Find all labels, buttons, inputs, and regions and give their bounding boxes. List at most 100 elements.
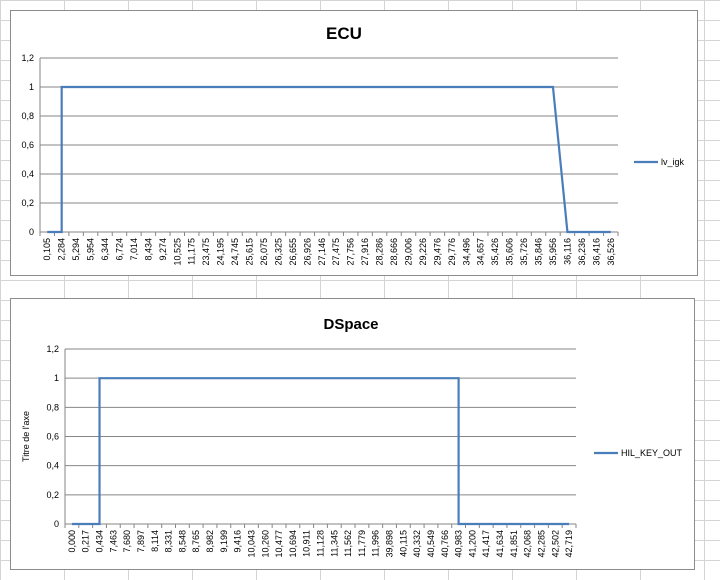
chart-title: DSpace: [323, 316, 378, 333]
x-tick-label: 34,657: [476, 238, 486, 266]
x-tick-label: 7,680: [122, 530, 132, 553]
x-tick-label: 6,724: [114, 238, 124, 261]
x-tick-label: 2,284: [57, 238, 67, 261]
x-tick-label: 42,285: [536, 530, 546, 558]
x-tick-label: 8,331: [164, 530, 174, 553]
x-tick-label: 11,175: [187, 238, 197, 265]
x-tick-label: 42,719: [564, 530, 574, 558]
x-tick-label: 8,765: [191, 530, 201, 553]
y-tick-label: 0,2: [46, 490, 59, 500]
x-tick-label: 9,274: [158, 238, 168, 261]
x-tick-label: 23,475: [201, 238, 211, 266]
x-tick-label: 0,105: [42, 238, 52, 261]
x-tick-label: 40,549: [426, 530, 436, 558]
x-tick-label: 36,236: [577, 238, 587, 266]
x-tick-label: 36,116: [562, 238, 572, 265]
x-tick-label: 42,068: [523, 530, 533, 558]
y-tick-label: 0: [29, 227, 34, 237]
y-tick-label: 0,4: [46, 461, 59, 471]
x-tick-label: 5,294: [71, 238, 81, 261]
y-tick-label: 0,8: [21, 111, 34, 121]
x-tick-label: 11,996: [371, 530, 381, 557]
x-tick-label: 0,000: [67, 530, 77, 553]
x-tick-label: 39,898: [385, 530, 395, 558]
x-tick-label: 10,260: [260, 530, 270, 558]
x-tick-label: 28,286: [375, 238, 385, 266]
x-tick-label: 8,982: [205, 530, 215, 553]
x-tick-label: 27,146: [317, 238, 327, 266]
x-tick-label: 35,606: [505, 238, 515, 266]
x-tick-label: 8,114: [150, 530, 160, 552]
x-tick-label: 40,983: [454, 530, 464, 558]
x-tick-label: 10,911: [302, 530, 312, 557]
y-tick-label: 1: [29, 82, 34, 92]
x-tick-label: 11,562: [343, 530, 353, 557]
x-tick-label: 7,463: [108, 530, 118, 553]
x-tick-label: 7,897: [136, 530, 146, 553]
x-tick-label: 35,426: [490, 238, 500, 266]
y-tick-label: 1,2: [46, 344, 59, 354]
x-tick-label: 40,332: [412, 530, 422, 558]
chart-title: ECU: [326, 24, 362, 43]
x-tick-label: 24,745: [230, 238, 240, 266]
x-tick-label: 10,694: [288, 530, 298, 558]
y-tick-label: 0,6: [46, 432, 59, 442]
x-tick-label: 35,956: [548, 238, 558, 266]
x-tick-label: 11,779: [357, 530, 367, 557]
series-line: [71, 377, 570, 526]
x-tick-label: 9,199: [219, 530, 229, 553]
x-tick-label: 26,926: [302, 238, 312, 266]
y-tick-label: 0: [54, 519, 59, 529]
x-tick-label: 11,345: [329, 530, 339, 557]
series-line: [47, 85, 611, 234]
x-tick-label: 27,756: [346, 238, 356, 266]
x-tick-label: 8,548: [177, 530, 187, 553]
x-tick-label: 29,226: [418, 238, 428, 266]
x-tick-label: 36,416: [591, 238, 601, 266]
x-tick-label: 27,916: [360, 238, 370, 266]
x-tick-label: 29,006: [403, 238, 413, 266]
x-tick-label: 8,434: [143, 238, 153, 261]
ecu-chart-svg: ECU 0 0,2 0,4 0,6 0,8 1 1,2 0,105 2,284 5,294 5,954…: [21, 24, 685, 266]
legend-label: lv_igk: [661, 157, 685, 167]
x-tick-label: 9,416: [233, 530, 243, 553]
x-tick-label: 0,434: [95, 530, 105, 553]
legend-label: HIL_KEY_OUT: [621, 448, 683, 458]
x-tick-label: 10,525: [172, 238, 182, 266]
x-tick-label: 10,043: [246, 530, 256, 558]
x-tick-label: 26,075: [259, 238, 269, 266]
x-tick-label: 0,217: [81, 530, 91, 553]
ecu-chart[interactable]: ECU 0 0,2 0,4 0,6 0,8 1 1,2 0,105 2,284 5,294 5,954…: [10, 10, 698, 276]
x-tick-label: 28,666: [389, 238, 399, 266]
x-tick-label: 5,954: [86, 238, 96, 261]
x-tick-label: 11,128: [316, 530, 326, 557]
x-tick-label: 10,477: [274, 530, 284, 558]
y-tick-label: 0,4: [21, 169, 34, 179]
x-tick-label: 41,417: [481, 530, 491, 558]
y-tick-label: 0,6: [21, 140, 34, 150]
x-tick-label: 29,776: [447, 238, 457, 266]
x-tick-label: 41,851: [509, 530, 519, 558]
x-tick-label: 7,014: [129, 238, 139, 261]
x-tick-label: 26,655: [288, 238, 298, 266]
x-tick-label: 36,526: [606, 238, 616, 266]
x-tick-label: 41,200: [467, 530, 477, 558]
x-tick-label: 41,634: [495, 530, 505, 558]
x-tick-label: 35,846: [534, 238, 544, 266]
x-tick-label: 29,476: [432, 238, 442, 266]
y-axis-title: Titre de l'axe: [21, 411, 31, 462]
y-tick-label: 1: [54, 373, 59, 383]
dspace-chart[interactable]: DSpace 0 0,2 0,4 0,6 0,8 1 1,2 0,000 0,217 0,434 7,…: [10, 298, 695, 570]
y-tick-label: 0,2: [21, 198, 34, 208]
y-tick-label: 1,2: [21, 53, 34, 63]
x-tick-label: 26,325: [273, 238, 283, 266]
x-tick-label: 40,766: [440, 530, 450, 558]
x-tick-label: 6,344: [100, 238, 110, 261]
y-tick-label: 0,8: [46, 402, 59, 412]
x-tick-label: 42,502: [550, 530, 560, 558]
x-tick-label: 34,496: [461, 238, 471, 266]
x-tick-label: 25,615: [245, 238, 255, 266]
x-tick-label: 27,475: [331, 238, 341, 266]
x-tick-label: 24,195: [216, 238, 226, 266]
